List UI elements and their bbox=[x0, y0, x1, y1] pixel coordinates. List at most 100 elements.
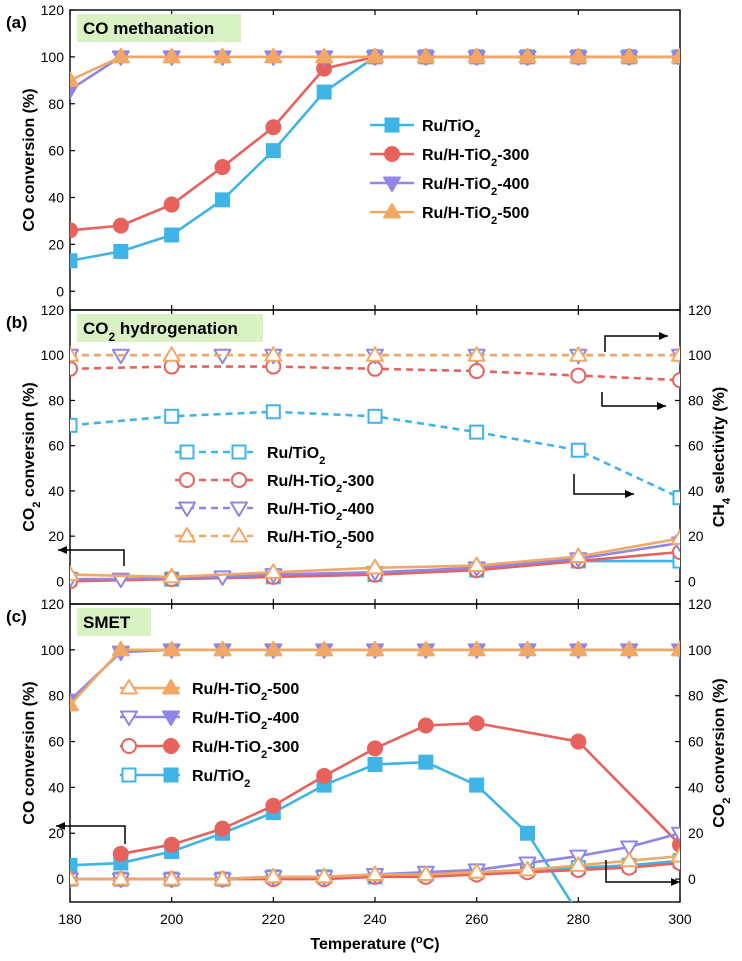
x-tick-label: 300 bbox=[668, 911, 692, 927]
series-layer bbox=[70, 346, 680, 590]
series-ru-h-tio2-500-ch4-selectivity bbox=[70, 346, 680, 362]
x-tick-label: 180 bbox=[58, 911, 82, 927]
data-point bbox=[70, 71, 79, 87]
axis-arrows bbox=[56, 822, 680, 886]
x-tick-label: 200 bbox=[160, 911, 184, 927]
data-point bbox=[164, 227, 180, 243]
legend-marker-open bbox=[121, 738, 137, 754]
left-tick-label: 20 bbox=[48, 825, 64, 841]
arrow-left-head bbox=[56, 822, 65, 830]
arrow-right-1-head bbox=[659, 332, 668, 340]
data-point bbox=[162, 567, 181, 584]
arrow-left-head bbox=[58, 546, 67, 554]
legend-marker-open bbox=[120, 679, 138, 695]
data-point bbox=[367, 408, 383, 424]
data-point bbox=[416, 640, 435, 657]
panel-b: 0 20 40 60 80 100 120 0 20 40 60 80 100 120 (b) CO2 hyd… bbox=[6, 302, 733, 605]
title-bg bbox=[77, 314, 263, 342]
legend-marker bbox=[179, 472, 195, 488]
arrow-right-line bbox=[605, 860, 680, 883]
data-point bbox=[264, 640, 283, 657]
data-point bbox=[620, 47, 639, 64]
data-point bbox=[70, 857, 78, 873]
panel-title: CO methanation bbox=[77, 14, 241, 42]
arrow-left-line bbox=[58, 549, 125, 566]
legend-item: Ru/H-TiO2-400 bbox=[175, 501, 374, 523]
title-bg bbox=[77, 14, 241, 42]
data-point bbox=[164, 408, 180, 424]
data-point bbox=[569, 640, 588, 657]
data-point bbox=[70, 565, 79, 582]
data-point bbox=[518, 860, 537, 877]
left-tick-label: 100 bbox=[41, 347, 65, 363]
data-point bbox=[671, 346, 680, 362]
data-point bbox=[111, 870, 130, 886]
data-point bbox=[70, 360, 78, 377]
data-point bbox=[467, 640, 486, 657]
left-tick-label: 20 bbox=[48, 528, 64, 544]
arrow-right-2-line bbox=[601, 392, 666, 407]
y-axis-label-left: CO conversion (%) bbox=[21, 681, 38, 824]
data-point bbox=[316, 84, 332, 100]
right-tick-label: 80 bbox=[688, 688, 704, 704]
data-point bbox=[671, 529, 680, 545]
legend-label: Ru/H-TiO2-500 bbox=[192, 681, 299, 703]
data-point bbox=[264, 47, 283, 64]
legend-item: Ru/H-TiO2-300 bbox=[175, 472, 374, 495]
data-point bbox=[671, 47, 680, 64]
legend-marker-filled bbox=[163, 767, 179, 783]
legend: Ru/TiO2 Ru/H-TiO2-300 Ru/H-TiO2-400 Ru/H-Ti… bbox=[175, 444, 374, 551]
series-line bbox=[70, 410, 680, 499]
data-point bbox=[570, 442, 586, 458]
data-point bbox=[469, 424, 485, 440]
data-point bbox=[569, 856, 588, 872]
arrow-left-line bbox=[56, 825, 126, 844]
legend-item: Ru/TiO2 bbox=[120, 767, 250, 790]
legend-item: Ru/H-TiO2-400 bbox=[120, 710, 299, 732]
arrow-right-3-line bbox=[573, 474, 634, 495]
left-tick-label: 60 bbox=[48, 734, 64, 750]
data-point bbox=[213, 640, 232, 657]
data-point bbox=[111, 640, 130, 657]
legend-label: Ru/H-TiO2-300 bbox=[267, 473, 374, 495]
data-point bbox=[520, 825, 535, 841]
left-tick-label: 40 bbox=[48, 190, 64, 206]
panel-a: 0 20 40 60 80 100 120 (a) CO methanation CO conve… bbox=[6, 2, 681, 311]
series-ru-tio2 bbox=[70, 49, 680, 269]
legend-label: Ru/H-TiO2-400 bbox=[422, 176, 529, 198]
legend-marker-filled bbox=[162, 710, 180, 726]
right-tick-label: 40 bbox=[688, 483, 704, 499]
left-tick-label: 0 bbox=[56, 283, 64, 299]
x-tick-label: 240 bbox=[363, 911, 387, 927]
left-tick-label: 40 bbox=[48, 483, 64, 499]
legend-marker bbox=[179, 444, 195, 460]
legend-marker bbox=[230, 527, 248, 543]
x-axis-label: Temperature (oC) bbox=[310, 934, 439, 953]
data-point bbox=[112, 845, 129, 862]
data-point bbox=[367, 740, 383, 757]
right-tick-label: 40 bbox=[688, 779, 704, 795]
data-point bbox=[518, 47, 537, 64]
legend-marker bbox=[231, 444, 247, 460]
data-point bbox=[570, 367, 587, 384]
legend-marker-filled bbox=[162, 679, 180, 695]
series-line bbox=[70, 55, 680, 263]
right-tick-label: 80 bbox=[688, 392, 704, 408]
left-tick-label: 0 bbox=[56, 871, 64, 887]
data-point bbox=[671, 847, 680, 863]
data-point bbox=[468, 363, 485, 380]
x-tick-label: 220 bbox=[262, 911, 286, 927]
legend-marker bbox=[383, 176, 401, 192]
data-point bbox=[265, 404, 281, 420]
data-point bbox=[163, 196, 180, 213]
legend-marker bbox=[178, 501, 196, 517]
series-ru-h-tio2-300-co-conversion bbox=[112, 715, 680, 862]
right-tick-label: 0 bbox=[688, 573, 696, 589]
legend: Ru/H-TiO2-500 Ru/H-TiO2-400 Ru/H-TiO2-300 R… bbox=[120, 679, 299, 790]
right-tick-label: 100 bbox=[688, 642, 712, 658]
data-point bbox=[366, 865, 384, 881]
data-point bbox=[113, 243, 129, 259]
data-point bbox=[70, 417, 78, 433]
